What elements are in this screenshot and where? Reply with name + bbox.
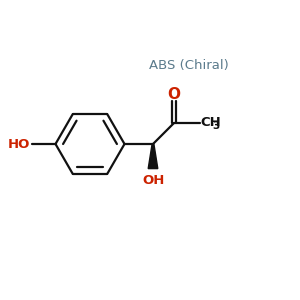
Text: O: O — [167, 87, 181, 102]
Polygon shape — [148, 144, 158, 169]
Text: OH: OH — [142, 174, 165, 187]
Text: ABS (Chiral): ABS (Chiral) — [149, 59, 229, 73]
Text: CH: CH — [201, 116, 221, 129]
Text: 3: 3 — [212, 121, 219, 131]
Text: HO: HO — [8, 137, 30, 151]
